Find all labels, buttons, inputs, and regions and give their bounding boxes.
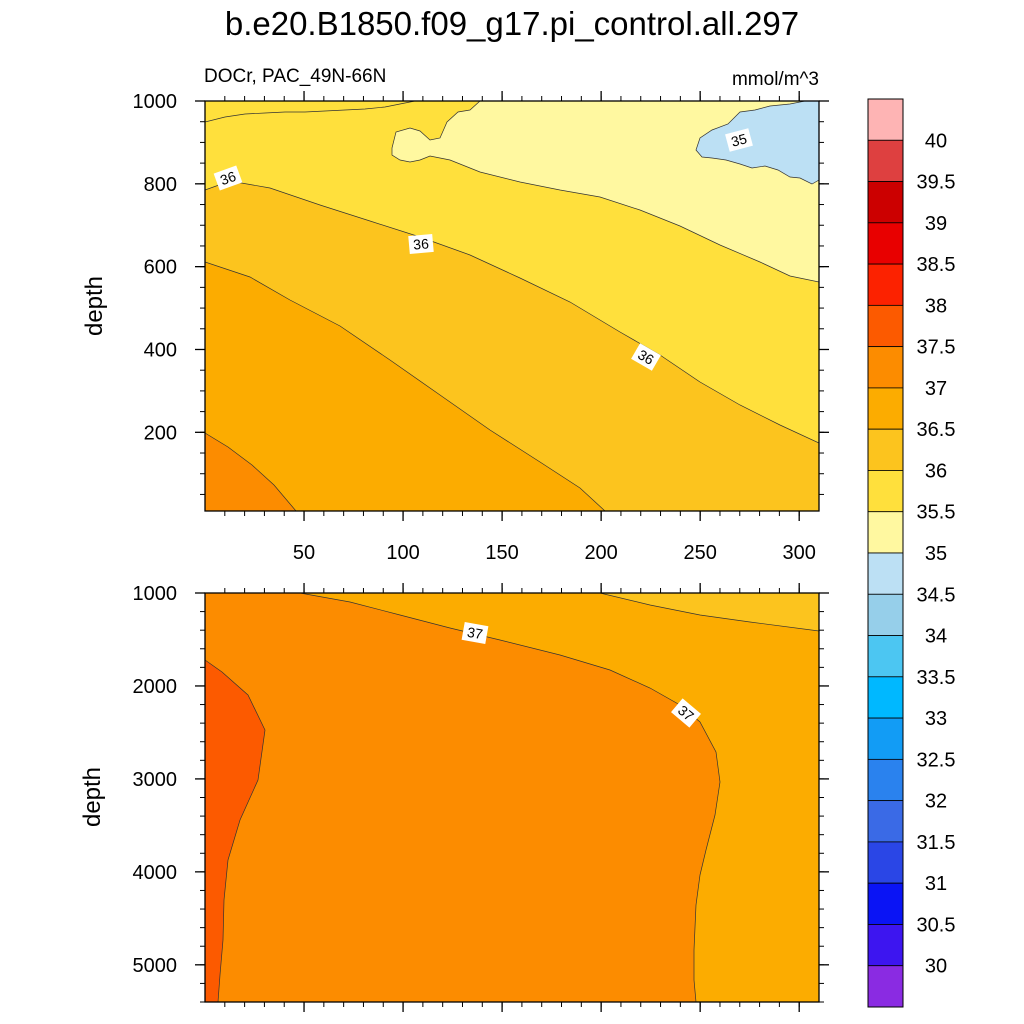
contour-label: 36 xyxy=(218,168,238,188)
colorbar-tick-label: 36 xyxy=(925,460,947,482)
y-tick-label: 1000 xyxy=(133,583,178,605)
lower-band-37_5-38 xyxy=(205,659,266,1002)
colorbar-swatch xyxy=(867,635,904,678)
x-tick-label: 250 xyxy=(683,542,716,564)
colorbar-tick-label: 31 xyxy=(925,873,947,895)
colorbar-tick-label: 36.5 xyxy=(917,419,956,441)
upper-top-contour xyxy=(205,101,416,123)
contour-label: 36 xyxy=(413,235,430,252)
upper-contour-labels: 36 36 36 35 xyxy=(213,128,753,371)
colorbar-tick-label: 32.5 xyxy=(917,749,956,771)
colorbar-swatch xyxy=(867,181,904,224)
upper-plot-frame xyxy=(204,100,820,512)
y-tick-label: 2000 xyxy=(133,676,178,698)
y-tick-label: 4000 xyxy=(133,862,178,884)
colorbar-swatch xyxy=(867,758,904,802)
x-tick-label: 100 xyxy=(386,542,419,564)
colorbar-swatch xyxy=(867,387,904,430)
colorbar-tick-label: 40 xyxy=(925,130,947,152)
units-label: mmol/m^3 xyxy=(732,69,819,90)
colorbar-tick-label: 39 xyxy=(925,213,947,235)
colorbar-tick-label: 30.5 xyxy=(917,914,956,936)
colorbar-swatch xyxy=(867,470,904,513)
colorbar-frame xyxy=(867,98,904,1008)
colorbar-swatch xyxy=(867,717,904,760)
colorbar-swatch xyxy=(867,263,904,306)
colorbar-swatch xyxy=(867,552,904,595)
lower-contour-labels: 37 37 xyxy=(461,622,701,728)
colorbar-tick-label: 31.5 xyxy=(917,832,956,854)
colorbar-tick-label: 33 xyxy=(925,708,947,730)
lower-band-36-36_5 xyxy=(599,593,819,632)
colorbar-swatch xyxy=(867,304,904,348)
x-tick-label: 50 xyxy=(293,542,315,564)
colorbar-swatch xyxy=(867,222,904,265)
lower-y-axis-label: depth xyxy=(79,767,106,827)
y-tick-label: 5000 xyxy=(133,955,178,977)
lower-panel: 37 37 1000 2000 3000 4000 5000 depth xyxy=(79,583,829,1012)
colorbar-tick-label: 38 xyxy=(925,295,947,317)
colorbar-swatch xyxy=(867,924,904,967)
colorbar-swatch xyxy=(867,676,904,719)
colorbar-swatch xyxy=(867,511,904,554)
contour-label: 37 xyxy=(466,624,484,642)
colorbar-tick-label: 35.5 xyxy=(917,502,956,524)
upper-band-36_5-37 xyxy=(205,261,606,511)
upper-band-37-37_5 xyxy=(205,432,297,511)
y-tick-label: 800 xyxy=(144,174,177,196)
colorbar-swatch xyxy=(867,882,904,925)
colorbar-swatch xyxy=(867,800,904,843)
contour-label: 36 xyxy=(635,346,657,368)
x-tick-label: 150 xyxy=(485,542,518,564)
x-tick-label: 200 xyxy=(584,542,617,564)
colorbar-swatch xyxy=(867,428,904,471)
contour-label: 35 xyxy=(729,130,748,150)
colorbar-swatch xyxy=(867,965,904,1008)
x-tick-label: 300 xyxy=(783,542,816,564)
colorbar-swatch xyxy=(867,98,904,141)
colorbar-tick-label: 37 xyxy=(925,378,947,400)
upper-y-axis-label: depth xyxy=(81,276,108,336)
colorbar-tick-label: 39.5 xyxy=(917,172,956,194)
colorbar-tick-label: 35 xyxy=(925,543,947,565)
y-tick-label: 3000 xyxy=(133,769,178,791)
colorbar-tick-label: 32 xyxy=(925,791,947,813)
upper-panel: 36 36 36 35 50 100 150 200 250 300 200 400 600 80… xyxy=(81,91,829,564)
lower-axes: 1000 2000 3000 4000 5000 xyxy=(133,583,829,1012)
colorbar-swatch xyxy=(867,593,904,636)
upper-axes: 50 100 150 200 250 300 200 400 600 800 1000 xyxy=(133,91,829,564)
colorbar-tick-label: 30 xyxy=(925,956,947,978)
colorbar-swatch xyxy=(867,139,904,182)
colorbar-tick-label: 34.5 xyxy=(917,584,956,606)
colorbar-tick-label: 33.5 xyxy=(917,667,956,689)
upper-band-34_5-35 xyxy=(695,101,819,185)
colorbar-tick-label: 37.5 xyxy=(917,337,956,359)
y-tick-label: 1000 xyxy=(133,91,178,113)
chart-title: b.e20.B1850.f09_g17.pi_control.all.297 xyxy=(225,5,799,42)
colorbar-tick-label: 34 xyxy=(925,626,947,648)
colorbar-swatch xyxy=(867,346,904,389)
colorbar-tick-label: 38.5 xyxy=(917,254,956,276)
colorbar: 30 30.5 31 31.5 32 32.5 33 33.5 34 34.5 35 35.5 36 36… xyxy=(867,98,956,1008)
y-tick-label: 200 xyxy=(144,422,177,444)
lower-band-37-37_5 xyxy=(205,593,721,1002)
variable-label: DOCr, PAC_49N-66N xyxy=(204,66,386,87)
y-tick-label: 600 xyxy=(144,257,177,279)
y-tick-label: 400 xyxy=(144,339,177,361)
colorbar-swatch xyxy=(867,841,904,884)
